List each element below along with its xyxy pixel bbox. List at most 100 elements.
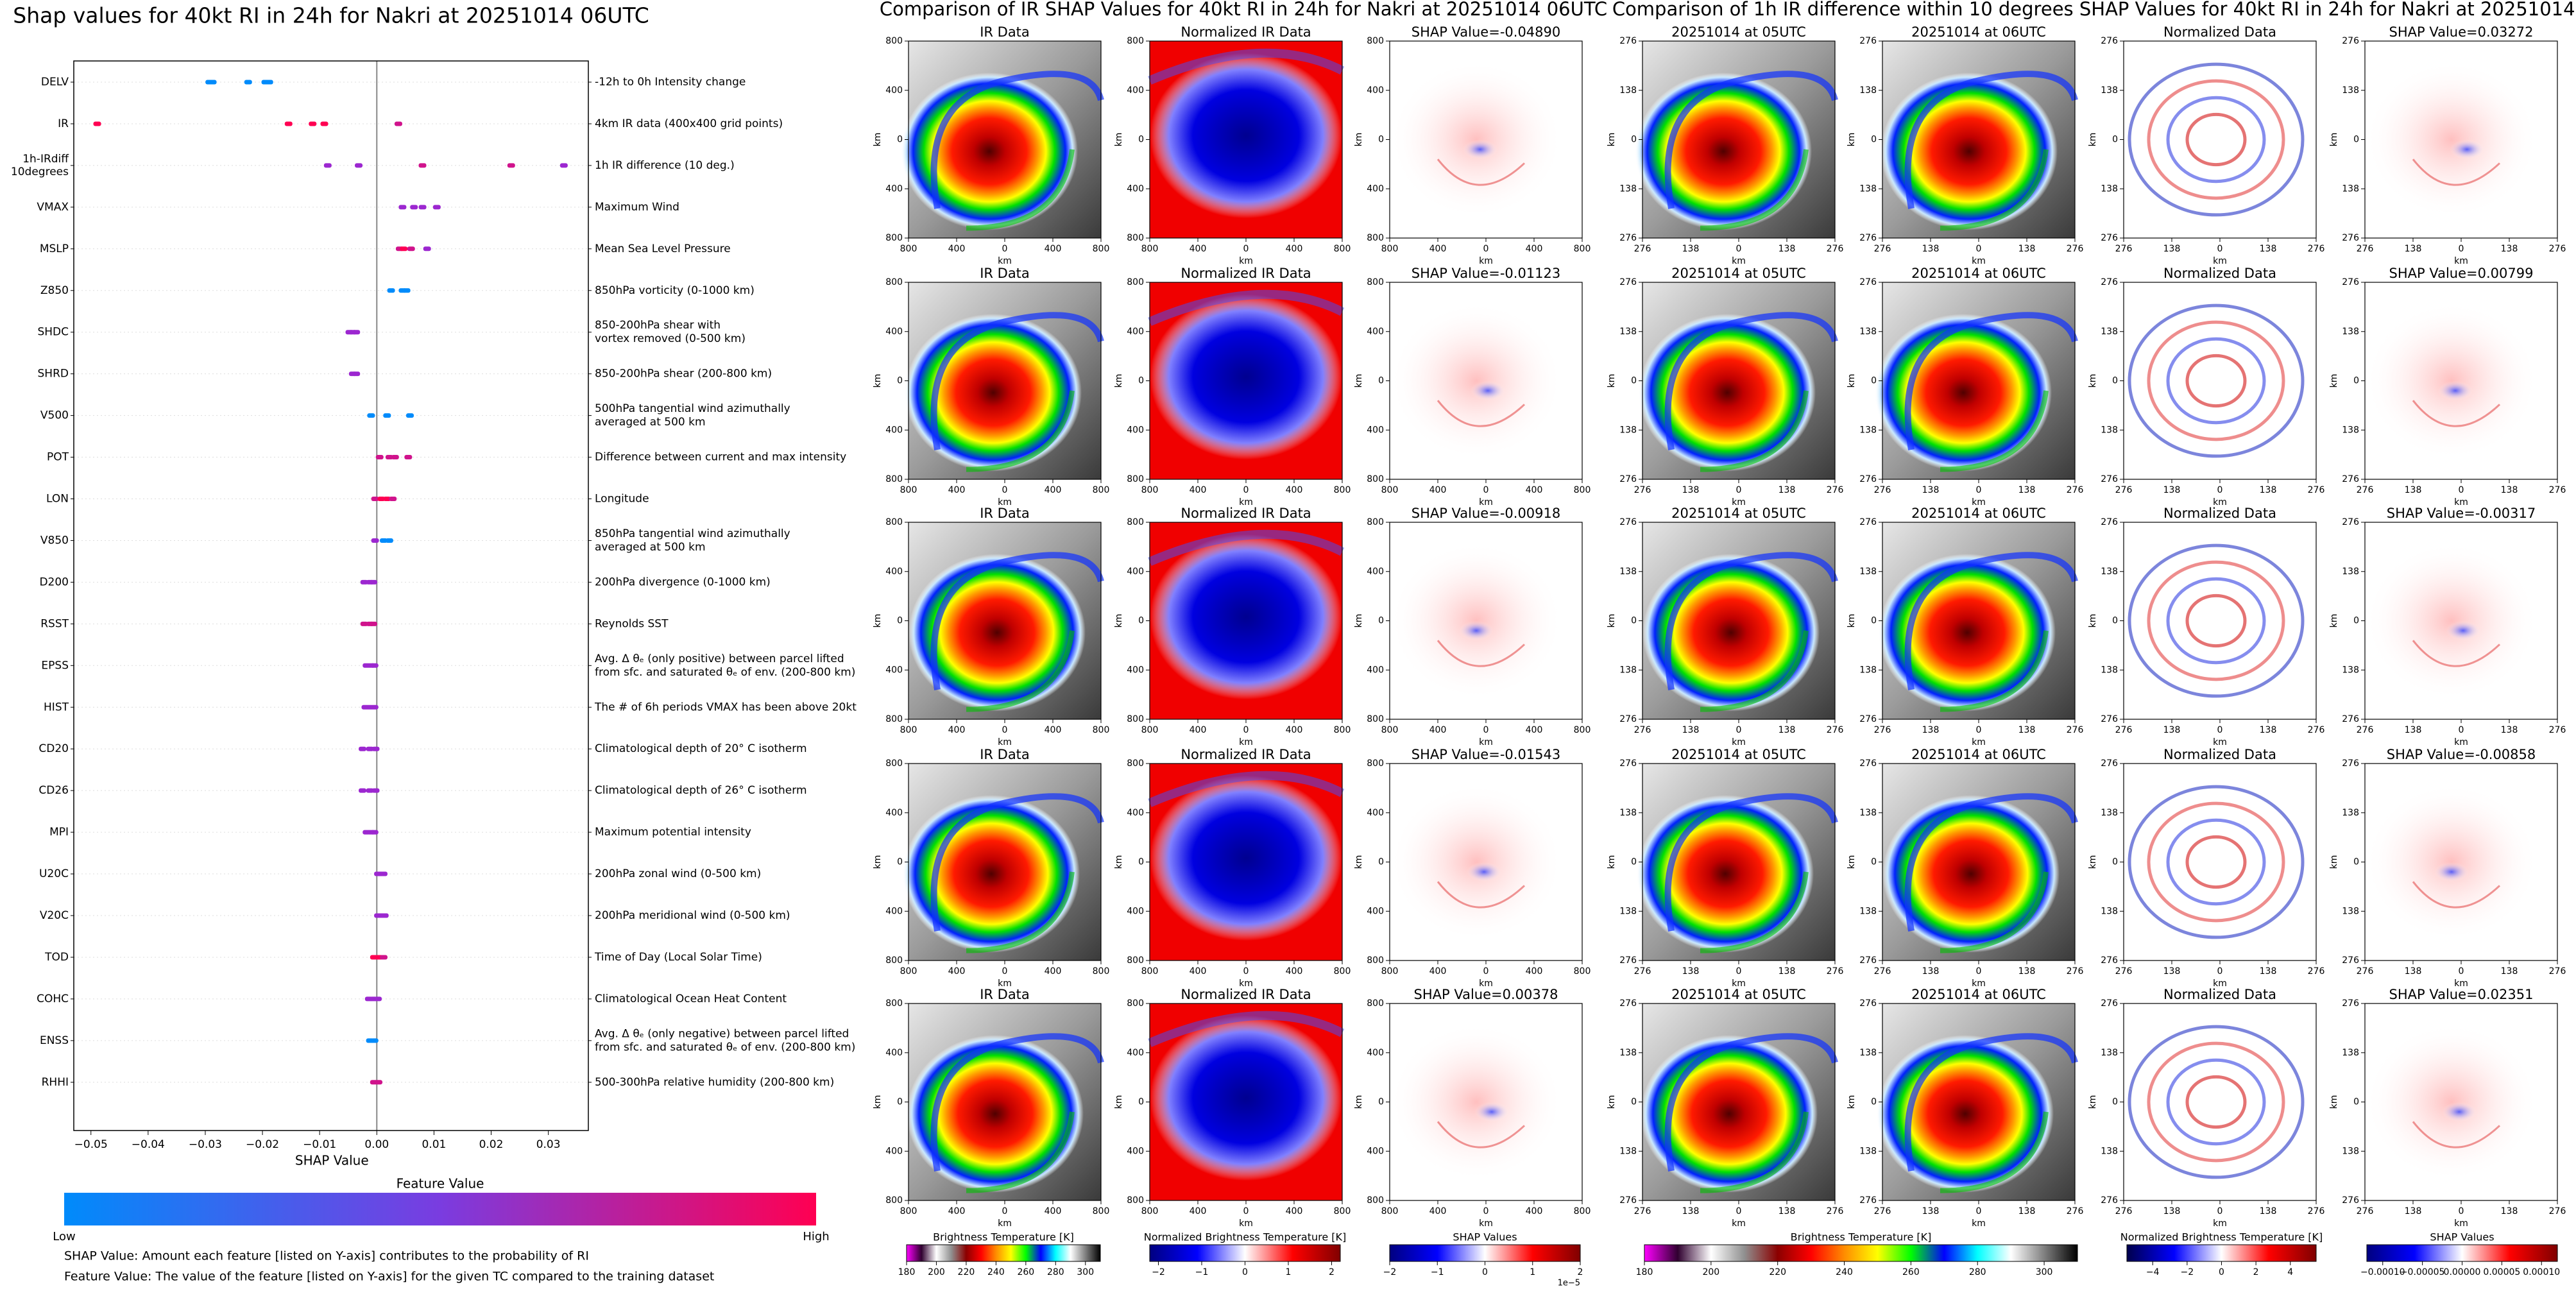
x-tick-label: 276 bbox=[2549, 1206, 2566, 1216]
shap-pattern bbox=[1467, 862, 1501, 882]
y-tick-label: 276 bbox=[2342, 277, 2359, 287]
y-tick-label: 276 bbox=[1859, 758, 1877, 769]
panel-title: 20251014 at 06UTC bbox=[1911, 747, 2046, 762]
x-tick-label: 276 bbox=[2549, 725, 2566, 735]
x-tick-label: 276 bbox=[2549, 244, 2566, 254]
colorbar-tick-label: 280 bbox=[1969, 1267, 1986, 1277]
x-tick-label: −0.05 bbox=[74, 1138, 108, 1151]
y-tick-label: 800 bbox=[1127, 998, 1144, 1009]
y-tick-label: 0 bbox=[897, 135, 903, 145]
image-panel bbox=[1875, 282, 2078, 479]
normalized-band bbox=[1148, 529, 1345, 566]
x-tick-label: 138 bbox=[2501, 485, 2518, 495]
feature-description: -12h to 0h Intensity change bbox=[595, 76, 746, 89]
y-tick-label: 400 bbox=[1127, 1146, 1144, 1156]
y-tick-label: 800 bbox=[1367, 714, 1384, 724]
point bbox=[383, 413, 391, 418]
x-tick-label: 400 bbox=[948, 1206, 966, 1216]
feature-description: 500-300hPa relative humidity (200-800 km… bbox=[595, 1076, 834, 1089]
colorbar-tick-label: 4 bbox=[2287, 1267, 2293, 1277]
y-tick-label: 138 bbox=[1859, 906, 1877, 916]
point bbox=[371, 788, 380, 793]
y-tick-label: 276 bbox=[2101, 36, 2118, 46]
point bbox=[323, 163, 332, 168]
x-tick-label: 800 bbox=[1334, 725, 1351, 735]
x-tick-label: 400 bbox=[1045, 1206, 1062, 1216]
x-tick-label: 276 bbox=[1874, 966, 1891, 977]
diff-band bbox=[2147, 1041, 2285, 1163]
spiral-band bbox=[930, 793, 1104, 932]
y-tick-label: 276 bbox=[2342, 758, 2359, 769]
y-tick-label: 138 bbox=[1619, 184, 1637, 194]
y-tick-label: 138 bbox=[2342, 665, 2359, 675]
diff-band bbox=[2147, 560, 2285, 681]
colorbar-tick-label: 2 bbox=[1329, 1267, 1335, 1277]
shap-pattern bbox=[2434, 862, 2469, 882]
spiral-band bbox=[1940, 871, 2049, 953]
y-tick-label: 138 bbox=[1619, 567, 1637, 577]
x-axis-label: km bbox=[2213, 497, 2227, 508]
x-tick-label: 800 bbox=[1574, 244, 1591, 254]
panel-title: 20251014 at 05UTC bbox=[1671, 987, 1806, 1002]
x-axis-label: km bbox=[2454, 256, 2468, 266]
y-tick-label-line: 10degrees bbox=[11, 166, 69, 178]
x-tick-label: 138 bbox=[2501, 244, 2518, 254]
colorbar-tick-label: 220 bbox=[958, 1267, 975, 1277]
x-tick-label: 0 bbox=[1243, 1206, 1249, 1216]
x-tick-label: 0 bbox=[1002, 244, 1008, 254]
image-panel bbox=[1390, 41, 1582, 238]
x-tick-label: 276 bbox=[1634, 966, 1651, 977]
y-tick-label: 138 bbox=[1859, 425, 1877, 435]
x-tick-label: 800 bbox=[1093, 485, 1110, 495]
cloud-swirl bbox=[1635, 73, 1812, 230]
x-tick-label: 138 bbox=[1682, 485, 1700, 495]
x-tick-label: 138 bbox=[1778, 244, 1796, 254]
point bbox=[369, 621, 377, 626]
feature-description-line: Avg. Δ θₑ (only negative) between parcel… bbox=[595, 1027, 849, 1040]
panel-title: Normalized IR Data bbox=[1181, 747, 1311, 762]
colorbar-tick-label: 1 bbox=[1286, 1267, 1292, 1277]
y-tick-label: 0 bbox=[1871, 616, 1877, 626]
point bbox=[369, 579, 377, 585]
colorbar-tick-label: 260 bbox=[1017, 1267, 1034, 1277]
x-tick-label: 0 bbox=[1002, 1206, 1008, 1216]
x-axis-label: km bbox=[1479, 737, 1493, 747]
colorbar-tick-label: 0.00005 bbox=[2483, 1267, 2520, 1277]
y-tick-label: 138 bbox=[2101, 567, 2118, 577]
x-tick-label: 276 bbox=[1827, 966, 1844, 977]
y-tick-label: 0 bbox=[1138, 857, 1144, 867]
shap-ring bbox=[2412, 640, 2501, 667]
feature-description: Mean Sea Level Pressure bbox=[595, 243, 731, 255]
x-tick-label: 0 bbox=[1002, 485, 1008, 495]
image-panel bbox=[1390, 1003, 1582, 1200]
panel-title: SHAP Value=-0.01543 bbox=[1412, 747, 1561, 762]
colorbar bbox=[1644, 1244, 2078, 1262]
cloud-swirl bbox=[1875, 314, 2052, 472]
feature-description-line: Avg. Δ θₑ (only positive) between parcel… bbox=[595, 653, 844, 665]
y-axis-label: km bbox=[1607, 614, 1617, 628]
x-tick-label: 0 bbox=[2217, 725, 2223, 735]
x-tick-label: 276 bbox=[2115, 1206, 2133, 1216]
feature-description: 1h IR difference (10 deg.) bbox=[595, 159, 735, 172]
y-tick-label: 0 bbox=[1378, 376, 1384, 386]
panel-title: 20251014 at 06UTC bbox=[1911, 24, 2046, 40]
y-tick-label: 276 bbox=[1619, 277, 1637, 287]
y-tick-label: 0 bbox=[1138, 135, 1144, 145]
y-axis-label: km bbox=[1847, 855, 1857, 869]
y-tick-label: 276 bbox=[1619, 1195, 1637, 1206]
x-axis-label: km bbox=[1239, 978, 1253, 989]
x-tick-label: 0 bbox=[1243, 966, 1249, 977]
x-axis-label: km bbox=[998, 1218, 1012, 1229]
y-tick-label: 138 bbox=[1619, 425, 1637, 435]
colorbar-tick-label: 1 bbox=[1530, 1267, 1535, 1277]
diff-band bbox=[2128, 303, 2305, 458]
x-axis-label: km bbox=[1239, 1218, 1253, 1229]
panel-title: 20251014 at 05UTC bbox=[1671, 506, 1806, 521]
x-tick-label: 0 bbox=[1976, 1206, 1982, 1216]
x-tick-label: 0 bbox=[1483, 725, 1489, 735]
point bbox=[387, 288, 395, 293]
y-tick-label: RSST bbox=[40, 617, 69, 630]
x-axis-label: km bbox=[1479, 978, 1493, 989]
y-tick-label: 138 bbox=[2342, 327, 2359, 337]
y-axis-label: km bbox=[1847, 133, 1857, 147]
